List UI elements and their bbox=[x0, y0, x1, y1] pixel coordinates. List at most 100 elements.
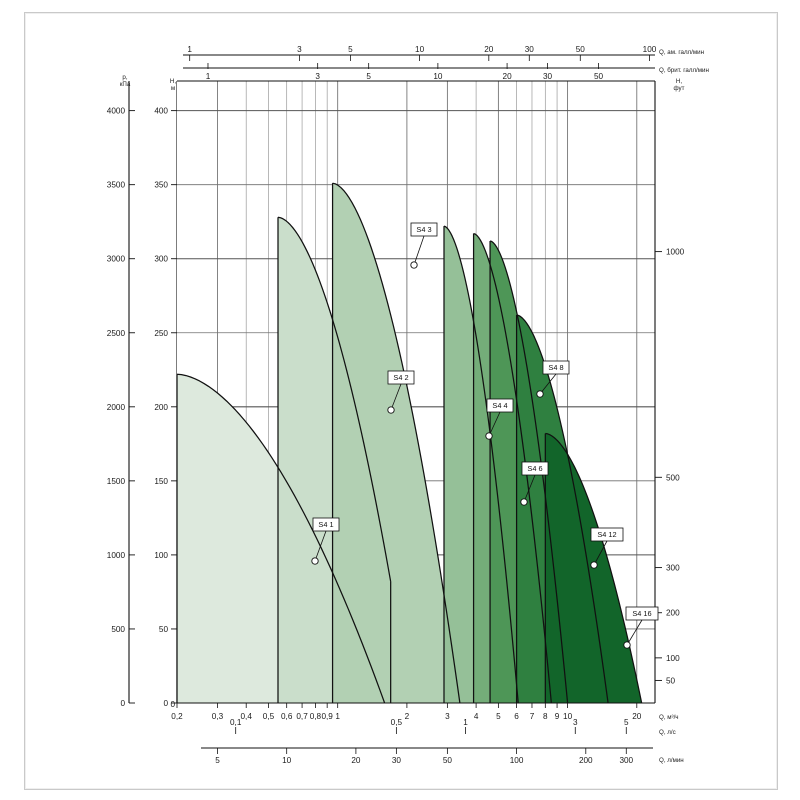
left-axis-kpa-tick: 1000 bbox=[107, 551, 126, 560]
bottom-axis-m3h-tick: 0,4 bbox=[241, 712, 253, 721]
callout-s4-3[interactable]: S4 3 bbox=[410, 222, 438, 269]
left-axis-kpa-tick: 4000 bbox=[107, 107, 126, 116]
bottom-axis-m3h: 0,2 0,3 0,4 0,5 0,6 0,7 0,8 0,9 1 2 3 4 5 6 7 8 9 10 20 0 Q… bbox=[170, 700, 678, 721]
callout-label: S4 2 bbox=[393, 373, 408, 382]
curve-s4-3 bbox=[332, 182, 461, 704]
bottom-axis-m3h-tick: 8 bbox=[543, 712, 548, 721]
top-axis-uk-tick: 10 bbox=[433, 72, 443, 81]
bottom-axis-ls-tick: 1 bbox=[463, 718, 468, 727]
top-axis-us-tick: 20 bbox=[484, 45, 494, 54]
callout-anchor-dot bbox=[485, 432, 493, 440]
callout-box bbox=[486, 398, 514, 413]
callout-anchor-dot bbox=[311, 557, 319, 565]
top-axis-us-tick: 10 bbox=[415, 45, 425, 54]
callout-s4-1[interactable]: S4 1 bbox=[311, 517, 340, 565]
callout-leader bbox=[314, 530, 327, 562]
bottom-axis-lmin-tick: 20 bbox=[351, 756, 361, 765]
callout-label: S4 3 bbox=[416, 225, 431, 234]
callout-s4-8[interactable]: S4 8 bbox=[536, 360, 570, 398]
svg-text:0: 0 bbox=[170, 700, 175, 709]
top-axis-uk-tick: 1 bbox=[206, 72, 211, 81]
left-axis-m-tick: 0 bbox=[163, 699, 168, 708]
top-axis-uk-unit: Q, брит. галл/мин bbox=[659, 67, 709, 74]
performance-curves bbox=[176, 182, 643, 704]
callout-leader bbox=[539, 373, 557, 395]
callout-box bbox=[387, 370, 415, 385]
bottom-axis-lmin-tick: 10 bbox=[282, 756, 292, 765]
callout-box bbox=[590, 527, 624, 542]
right-axis-ft-symbol: H, bbox=[676, 78, 682, 85]
left-axis-m-tick: 400 bbox=[154, 107, 168, 116]
callout-s4-16[interactable]: S4 16 bbox=[623, 606, 659, 649]
callout-anchor-dot bbox=[520, 498, 528, 506]
bottom-axis-m3h-unit: Q, м³/ч bbox=[659, 714, 679, 721]
top-axis-us-unit: Q, ам. галл/мин bbox=[659, 49, 704, 56]
callout-label: S4 12 bbox=[597, 530, 616, 539]
top-axis-us-tick: 50 bbox=[576, 45, 586, 54]
callout-s4-4[interactable]: S4 4 bbox=[485, 398, 514, 440]
left-axis-kpa-tick: 2500 bbox=[107, 329, 126, 338]
left-axis-m-tick: 200 bbox=[154, 403, 168, 412]
top-axis-us-tick: 30 bbox=[525, 45, 535, 54]
bottom-axis-ls-tick: 0,1 bbox=[230, 718, 242, 727]
left-axis-kpa-symbol: p, bbox=[122, 74, 127, 81]
left-axis-kpa: p, кПа 4000 3500 3000 2500 2000 1500 1000 500 0 bbox=[107, 74, 135, 708]
bottom-axis-m3h-tick: 0,9 bbox=[321, 712, 333, 721]
callout-label: S4 6 bbox=[527, 464, 542, 473]
bottom-axis-m3h-tick: 6 bbox=[514, 712, 519, 721]
right-axis-feet: H, фут 1000 500 300 200 100 50 bbox=[655, 78, 685, 685]
bottom-axis-ls: 0,1 0,5 1 3 5 Q, л/с bbox=[230, 718, 676, 736]
callout-box bbox=[625, 606, 659, 621]
callout-label: S4 8 bbox=[548, 363, 563, 372]
top-axis-us-gpm: 1 3 5 10 20 30 50 100 Q, ам. галл/мин bbox=[183, 45, 704, 61]
callout-box bbox=[410, 222, 438, 237]
left-axis-m-tick: 100 bbox=[154, 551, 168, 560]
callout-leader bbox=[390, 383, 402, 411]
right-axis-ft-tick: 50 bbox=[666, 676, 676, 685]
top-axis-uk-tick: 50 bbox=[594, 72, 604, 81]
right-axis-ft-tick: 200 bbox=[666, 609, 680, 618]
bottom-axis-ls-unit: Q, л/с bbox=[659, 729, 676, 736]
callout-label: S4 4 bbox=[492, 401, 507, 410]
callout-s4-12[interactable]: S4 12 bbox=[590, 527, 624, 569]
left-axis-m-tick: 150 bbox=[154, 477, 168, 486]
bottom-axis-m3h-tick: 7 bbox=[530, 712, 535, 721]
bottom-axis-m3h-tick: 4 bbox=[474, 712, 479, 721]
callout-leader bbox=[488, 411, 501, 437]
bottom-axis-m3h-tick: 5 bbox=[496, 712, 501, 721]
top-axis-uk-tick: 20 bbox=[503, 72, 513, 81]
callout-box bbox=[542, 360, 570, 375]
bottom-axis-lmin-tick: 50 bbox=[443, 756, 453, 765]
bottom-axis-m3h-tick: 10 bbox=[563, 712, 573, 721]
callout-leader bbox=[523, 474, 536, 503]
callout-s4-6[interactable]: S4 6 bbox=[520, 461, 549, 506]
bottom-axis-lmin-tick: 100 bbox=[510, 756, 524, 765]
top-axis-us-tick: 1 bbox=[187, 45, 192, 54]
bottom-axis-m3h-tick: 20 bbox=[632, 712, 642, 721]
top-axis-us-tick: 3 bbox=[297, 45, 302, 54]
callout-box bbox=[312, 517, 340, 532]
left-axis-kpa-unit: кПа bbox=[120, 81, 131, 88]
top-axis-uk-tick: 5 bbox=[366, 72, 371, 81]
right-axis-ft-tick: 100 bbox=[666, 654, 680, 663]
bottom-axis-ls-tick: 5 bbox=[624, 718, 629, 727]
top-axis-uk-gpm: 1 3 5 10 20 30 50 Q, брит. галл/мин bbox=[183, 63, 709, 81]
top-axis-us-tick: 5 bbox=[348, 45, 353, 54]
left-axis-metres: H, м 400 350 300 250 200 150 100 50 0 bbox=[154, 78, 178, 708]
bottom-axis-lmin-unit: Q, л/мин bbox=[659, 757, 684, 764]
curve-s4-8 bbox=[489, 240, 569, 704]
callout-leader bbox=[413, 235, 425, 266]
callout-anchor-dot bbox=[623, 641, 631, 649]
callout-anchor-dot bbox=[536, 390, 544, 398]
right-axis-ft-tick: 300 bbox=[666, 564, 680, 573]
callout-box bbox=[521, 461, 549, 476]
curve-s4-6 bbox=[473, 232, 552, 704]
callout-s4-2[interactable]: S4 2 bbox=[387, 370, 415, 414]
curve-s4-1 bbox=[176, 373, 386, 704]
bottom-axis-m3h-tick: 2 bbox=[405, 712, 410, 721]
right-axis-ft-tick: 1000 bbox=[666, 248, 685, 257]
bottom-axis-m3h-tick: 0,2 bbox=[171, 712, 183, 721]
right-axis-ft-unit: фут bbox=[674, 85, 685, 92]
bottom-axis-lmin-tick: 300 bbox=[619, 756, 633, 765]
